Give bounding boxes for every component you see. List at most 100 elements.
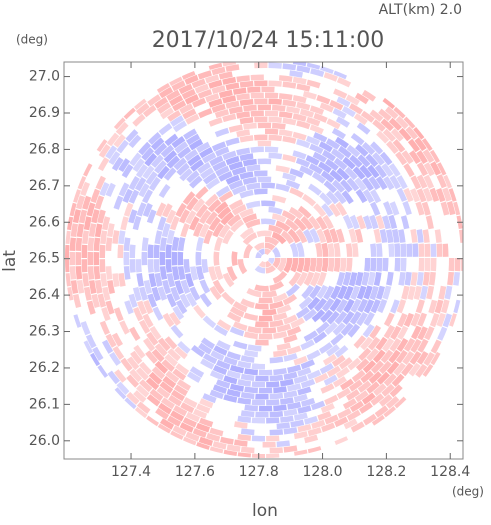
echo-cell <box>326 118 341 130</box>
echo-cell <box>372 119 386 132</box>
echo-cell <box>354 228 364 243</box>
echo-cell <box>293 431 308 440</box>
echo-cell <box>172 425 187 437</box>
echo-cell <box>240 410 255 418</box>
echo-cell <box>310 272 321 287</box>
echo-cell <box>386 140 399 154</box>
echo-cell <box>208 79 223 89</box>
echo-cell <box>342 214 354 230</box>
echo-cell <box>440 201 450 216</box>
echo-cell <box>244 386 258 394</box>
echo-cell <box>160 144 175 158</box>
echo-cell <box>161 359 175 372</box>
echo-cell <box>189 366 205 378</box>
echo-cell <box>349 400 364 413</box>
echo-cell <box>417 312 427 327</box>
echo-cell <box>167 110 181 122</box>
echo-cell <box>272 270 288 284</box>
echo-cell <box>142 189 153 204</box>
echo-cell <box>304 434 319 444</box>
echo-cell <box>199 209 212 224</box>
echo-cell <box>283 408 298 417</box>
echo-cell <box>254 62 268 69</box>
echo-cell <box>333 242 341 257</box>
echo-cell <box>162 312 175 328</box>
echo-cell <box>225 155 240 166</box>
echo-cell <box>273 292 288 303</box>
echo-cell <box>306 79 321 89</box>
echo-cell <box>340 179 353 193</box>
echo-cell <box>268 116 282 123</box>
echo-cell <box>240 446 255 454</box>
echo-cell <box>320 383 335 394</box>
echo-cell <box>286 326 302 337</box>
echo-cell <box>70 223 78 237</box>
echo-cell <box>333 70 347 80</box>
echo-cell <box>429 313 440 328</box>
y-tick-label: 27.0 <box>29 69 60 85</box>
echo-cell <box>184 149 199 162</box>
echo-cell <box>389 384 403 398</box>
echo-cell <box>155 407 169 420</box>
echo-cell <box>269 356 284 364</box>
echo-cell <box>311 419 326 429</box>
echo-cell <box>403 312 414 328</box>
echo-cell <box>197 89 213 99</box>
echo-cell <box>322 149 336 162</box>
echo-cell <box>154 272 163 287</box>
echo-cell <box>228 199 244 211</box>
echo-cell <box>118 182 130 197</box>
echo-cell <box>257 122 272 129</box>
echo-cell <box>197 162 211 174</box>
echo-cell <box>287 345 302 355</box>
echo-cell <box>334 311 348 325</box>
echo-cell <box>173 405 188 417</box>
echo-cell <box>288 271 302 287</box>
echo-cell <box>236 129 250 138</box>
echo-cell <box>231 204 247 216</box>
echo-cell <box>166 293 177 308</box>
echo-cell <box>151 348 165 363</box>
echo-cell <box>338 145 352 159</box>
echo-cell <box>153 259 160 273</box>
echo-cell <box>184 94 199 105</box>
echo-cell <box>300 378 316 389</box>
echo-cell <box>355 92 369 105</box>
echo-cell <box>177 251 184 266</box>
echo-cell <box>342 271 352 286</box>
echo-cell <box>83 163 93 177</box>
echo-cell <box>237 434 251 441</box>
echo-cell <box>105 266 113 280</box>
echo-cell <box>258 333 273 340</box>
echo-cell <box>336 272 346 287</box>
echo-cell <box>323 180 338 194</box>
echo-cell <box>410 312 421 327</box>
echo-cell <box>124 300 134 315</box>
echo-cell <box>276 304 292 314</box>
echo-cell <box>187 154 202 167</box>
echo-cell <box>166 229 175 244</box>
echo-cell <box>392 228 400 243</box>
echo-cell <box>324 414 339 425</box>
echo-cell <box>145 171 158 185</box>
echo-cell <box>306 349 321 361</box>
echo-cell <box>436 174 447 189</box>
echo-cell <box>139 379 153 393</box>
echo-cell <box>174 346 188 360</box>
echo-cell <box>129 152 142 167</box>
echo-cell <box>187 371 202 383</box>
echo-cell <box>133 390 147 403</box>
y-tick-label: 26.6 <box>29 214 60 230</box>
echo-cell <box>280 397 294 405</box>
echo-cell <box>282 63 297 71</box>
echo-cell <box>205 93 220 103</box>
echo-cell <box>376 130 390 144</box>
echo-cell <box>117 244 124 258</box>
echo-cell <box>250 92 264 99</box>
echo-cell <box>135 259 142 273</box>
echo-cell <box>212 441 227 450</box>
echo-cell <box>398 229 406 243</box>
echo-cell <box>426 285 435 300</box>
echo-cell <box>236 147 251 156</box>
echo-cell <box>125 129 139 143</box>
